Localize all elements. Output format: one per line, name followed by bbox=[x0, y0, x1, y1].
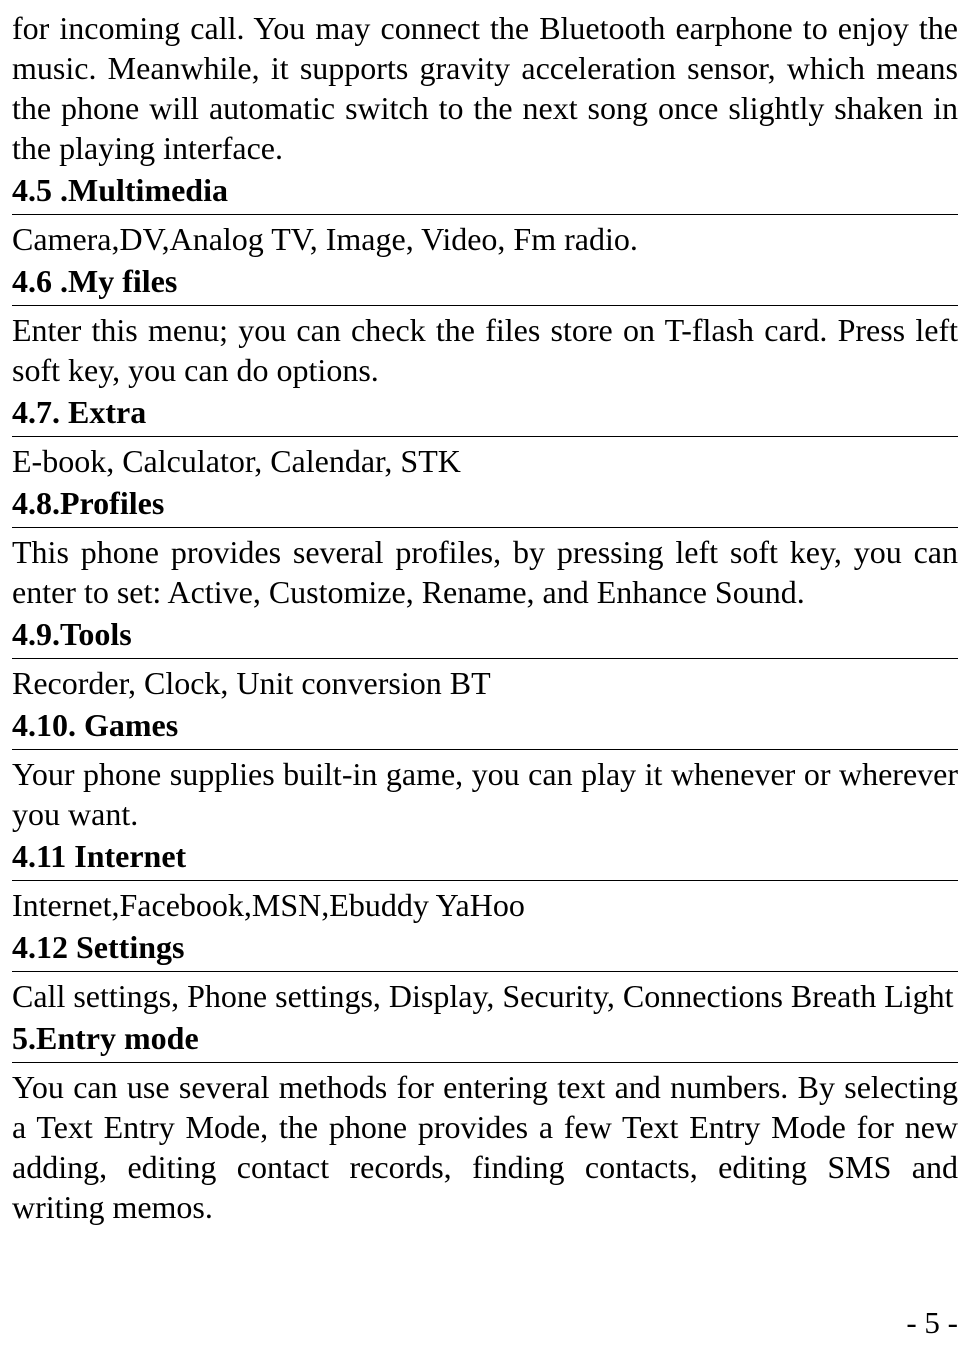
heading-settings: 4.12 Settings bbox=[12, 927, 958, 967]
heading-profiles: 4.8.Profiles bbox=[12, 483, 958, 523]
divider bbox=[12, 658, 958, 659]
heading-games: 4.10. Games bbox=[12, 705, 958, 745]
heading-tools: 4.9.Tools bbox=[12, 614, 958, 654]
body-games: Your phone supplies built-in game, you c… bbox=[12, 754, 958, 834]
body-internet: Internet,Facebook,MSN,Ebuddy YaHoo bbox=[12, 885, 958, 925]
divider bbox=[12, 527, 958, 528]
divider bbox=[12, 305, 958, 306]
body-multimedia: Camera,DV,Analog TV, Image, Video, Fm ra… bbox=[12, 219, 958, 259]
divider bbox=[12, 436, 958, 437]
body-tools: Recorder, Clock, Unit conversion BT bbox=[12, 663, 958, 703]
intro-paragraph: for incoming call. You may connect the B… bbox=[12, 8, 958, 168]
divider bbox=[12, 971, 958, 972]
divider bbox=[12, 749, 958, 750]
body-settings: Call settings, Phone settings, Display, … bbox=[12, 976, 958, 1016]
divider bbox=[12, 214, 958, 215]
body-myfiles: Enter this menu; you can check the files… bbox=[12, 310, 958, 390]
body-extra: E-book, Calculator, Calendar, STK bbox=[12, 441, 958, 481]
heading-entrymode: 5.Entry mode bbox=[12, 1018, 958, 1058]
heading-myfiles: 4.6 .My files bbox=[12, 261, 958, 301]
heading-extra: 4.7. Extra bbox=[12, 392, 958, 432]
page-number: - 5 - bbox=[906, 1304, 958, 1343]
body-profiles: This phone provides several profiles, by… bbox=[12, 532, 958, 612]
divider bbox=[12, 1062, 958, 1063]
heading-internet: 4.11 Internet bbox=[12, 836, 958, 876]
heading-multimedia: 4.5 .Multimedia bbox=[12, 170, 958, 210]
divider bbox=[12, 880, 958, 881]
body-entrymode: You can use several methods for entering… bbox=[12, 1067, 958, 1227]
